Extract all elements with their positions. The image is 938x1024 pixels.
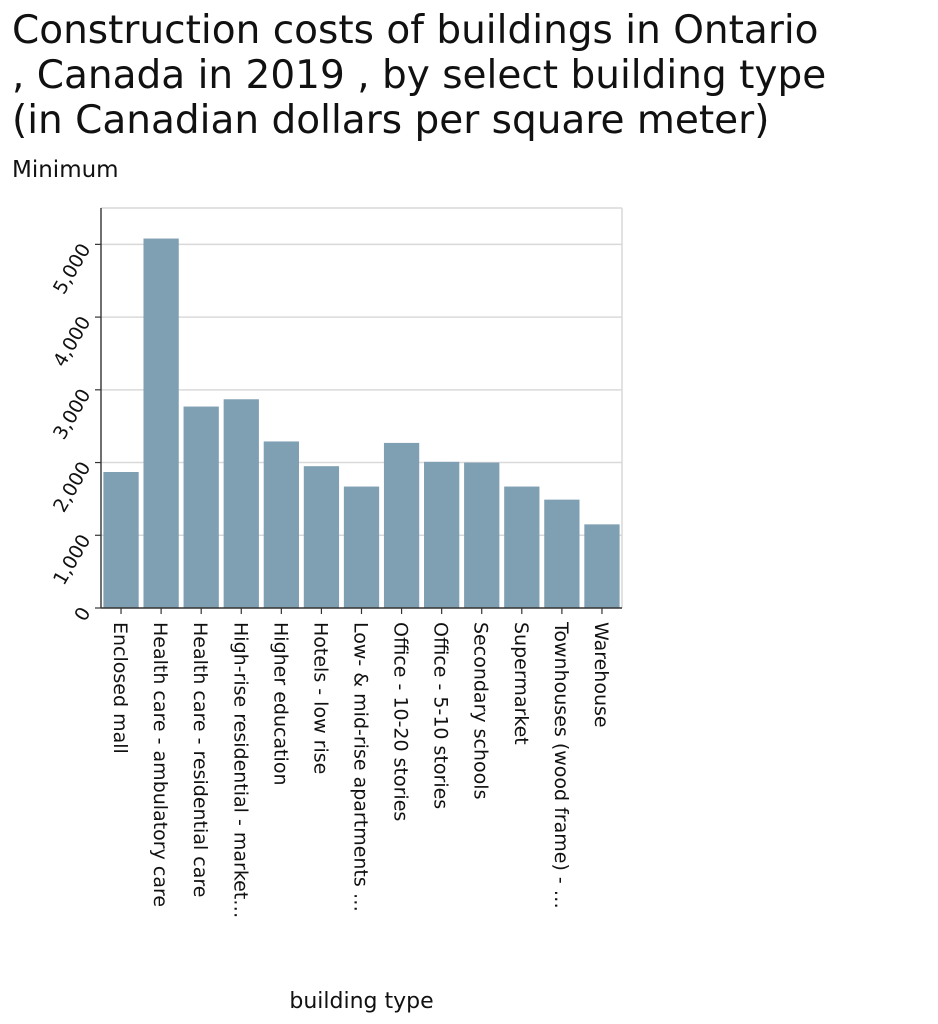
chart-title-line-1: Construction costs of buildings in Ontar…	[12, 8, 819, 53]
bars	[103, 238, 620, 608]
bar	[223, 399, 259, 608]
x-axis-title: building type	[289, 989, 433, 1014]
bar	[424, 461, 460, 608]
chart-subtitle: Minimum	[12, 157, 119, 183]
bar	[143, 238, 179, 608]
bar	[263, 441, 299, 608]
bar	[303, 466, 340, 608]
x-tick-label: Health care - ambulatory care	[149, 622, 171, 907]
y-tick-label: 2,000	[49, 458, 95, 516]
x-tick-label: Office - 10-20 stories	[390, 622, 412, 821]
y-tick-label: 3,000	[49, 385, 95, 443]
x-tick-label: Hotels - low rise	[309, 622, 331, 774]
x-tick-label: Health care - residential care	[189, 622, 211, 897]
bar	[464, 462, 500, 608]
y-tick-label: 1,000	[49, 531, 95, 589]
y-tick-label: 4,000	[49, 313, 95, 371]
x-tick-label: Low- & mid-rise apartments …	[350, 622, 372, 912]
x-tick-label: Supermarket	[510, 622, 532, 745]
chart-title-line-3: (in Canadian dollars per square meter)	[12, 98, 770, 143]
bar	[103, 472, 139, 608]
bar	[584, 524, 620, 608]
x-tick-label: Secondary schools	[470, 622, 492, 799]
bar	[504, 486, 540, 608]
x-tick-labels: Enclosed mall Health care - ambulatory ca…	[109, 621, 612, 918]
x-tick-label: High-rise residential - market…	[229, 622, 251, 918]
chart-title: Construction costs of buildings in Ontar…	[12, 8, 932, 143]
x-tick-label: Higher education	[269, 622, 291, 786]
x-tick-label: Townhouses (wood frame) - …	[550, 621, 572, 909]
bar	[383, 442, 420, 608]
chart-title-line-2: , Canada in 2019 , by select building ty…	[12, 53, 827, 98]
y-tick-label: 5,000	[49, 240, 95, 298]
bar	[544, 499, 580, 608]
x-tick-label: Warehouse	[590, 622, 612, 728]
y-tick-labels: 0 1,000 2,000 3,000 4,000 5,000	[49, 240, 95, 625]
x-tick-label: Enclosed mall	[109, 622, 131, 754]
x-tick-label: Office - 5-10 stories	[430, 622, 452, 809]
bar	[183, 406, 219, 608]
axes	[95, 208, 622, 614]
bar	[343, 486, 380, 608]
y-tick-label: 0	[70, 604, 95, 625]
